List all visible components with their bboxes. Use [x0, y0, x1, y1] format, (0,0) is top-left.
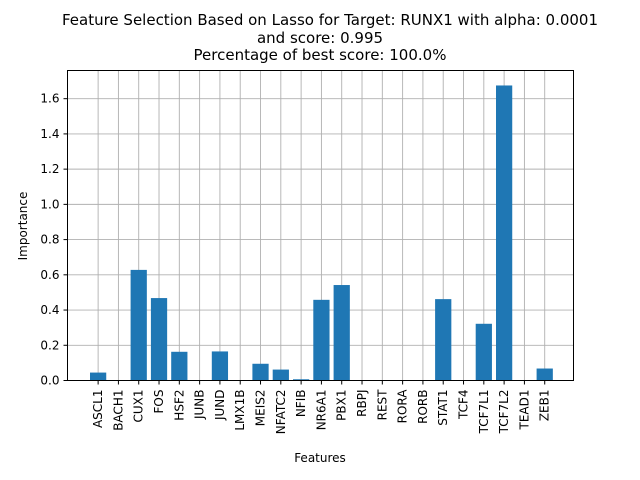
y-tick-label: 1.4 — [40, 127, 59, 141]
bar-fos — [150, 298, 168, 381]
bar-stat1 — [435, 299, 452, 381]
x-tick-label: TCF4 — [457, 390, 471, 421]
x-tick-label: LMX1B — [233, 390, 247, 431]
bar-ascl1 — [90, 372, 107, 381]
x-tick-label: NFIB — [294, 390, 308, 418]
bar-zeb1 — [536, 368, 553, 381]
bars-layer — [90, 85, 553, 381]
bar-cux1 — [130, 269, 147, 381]
x-tick-label: TEAD1 — [517, 390, 531, 431]
plot-frame — [67, 70, 574, 381]
y-tick-label: 0.8 — [40, 233, 59, 247]
bar-meis2 — [252, 363, 269, 381]
x-tick-label: ZEB1 — [538, 390, 552, 422]
ticks-layer: 0.0 0.2 0.4 0.6 0.8 1.0 1.2 1.4 1.6 ASCL1 BACH1 CUX… — [40, 92, 551, 435]
x-tick-label: HSF2 — [172, 390, 186, 421]
bar-tcf7l1 — [475, 323, 492, 381]
x-tick-label: STAT1 — [436, 390, 450, 426]
y-tick-label: 0.0 — [40, 374, 59, 388]
bar-jund — [211, 351, 229, 381]
x-tick-label: BACH1 — [111, 390, 125, 431]
x-tick-label: PBX1 — [335, 390, 349, 421]
bar-hsf2 — [171, 351, 188, 381]
chart-title-line-3: Percentage of best score: 100.0% — [193, 46, 447, 64]
y-tick-label: 0.2 — [40, 338, 59, 352]
x-tick-label: ASCL1 — [91, 390, 105, 429]
x-tick-label: MEIS2 — [254, 390, 268, 427]
x-tick-label: FOS — [152, 390, 166, 414]
bar-pbx1 — [333, 285, 350, 381]
x-tick-label: RBPJ — [355, 390, 369, 417]
x-tick-label: REST — [375, 389, 389, 421]
chart-title-line-1: Feature Selection Based on Lasso for Tar… — [61, 11, 599, 29]
y-axis-label: Importance — [16, 192, 30, 261]
x-tick-label: NFATC2 — [274, 390, 288, 435]
x-tick-label: TCF7L1 — [477, 390, 491, 435]
x-tick-label: RORA — [396, 389, 410, 424]
y-tick-label: 0.4 — [40, 303, 59, 317]
bar-nfatc2 — [272, 369, 289, 381]
bar-nfib — [293, 379, 310, 381]
y-tick-label: 1.2 — [40, 162, 59, 176]
y-tick-label: 1.6 — [40, 92, 59, 106]
x-tick-label: CUX1 — [132, 390, 146, 423]
x-tick-label: RORB — [416, 390, 430, 424]
x-tick-label: NR6A1 — [314, 390, 328, 431]
x-tick-label: TCF7L2 — [497, 390, 511, 435]
bar-tcf7l2 — [496, 85, 513, 381]
y-tick-label: 0.6 — [40, 268, 59, 282]
x-axis-label: Features — [294, 451, 346, 465]
x-tick-label: JUNB — [193, 390, 207, 421]
y-tick-label: 1.0 — [40, 197, 59, 211]
x-tick-label: JUND — [213, 390, 227, 422]
bar-nr6a1 — [313, 299, 330, 381]
chart-title-line-2: and score: 0.995 — [256, 29, 384, 47]
